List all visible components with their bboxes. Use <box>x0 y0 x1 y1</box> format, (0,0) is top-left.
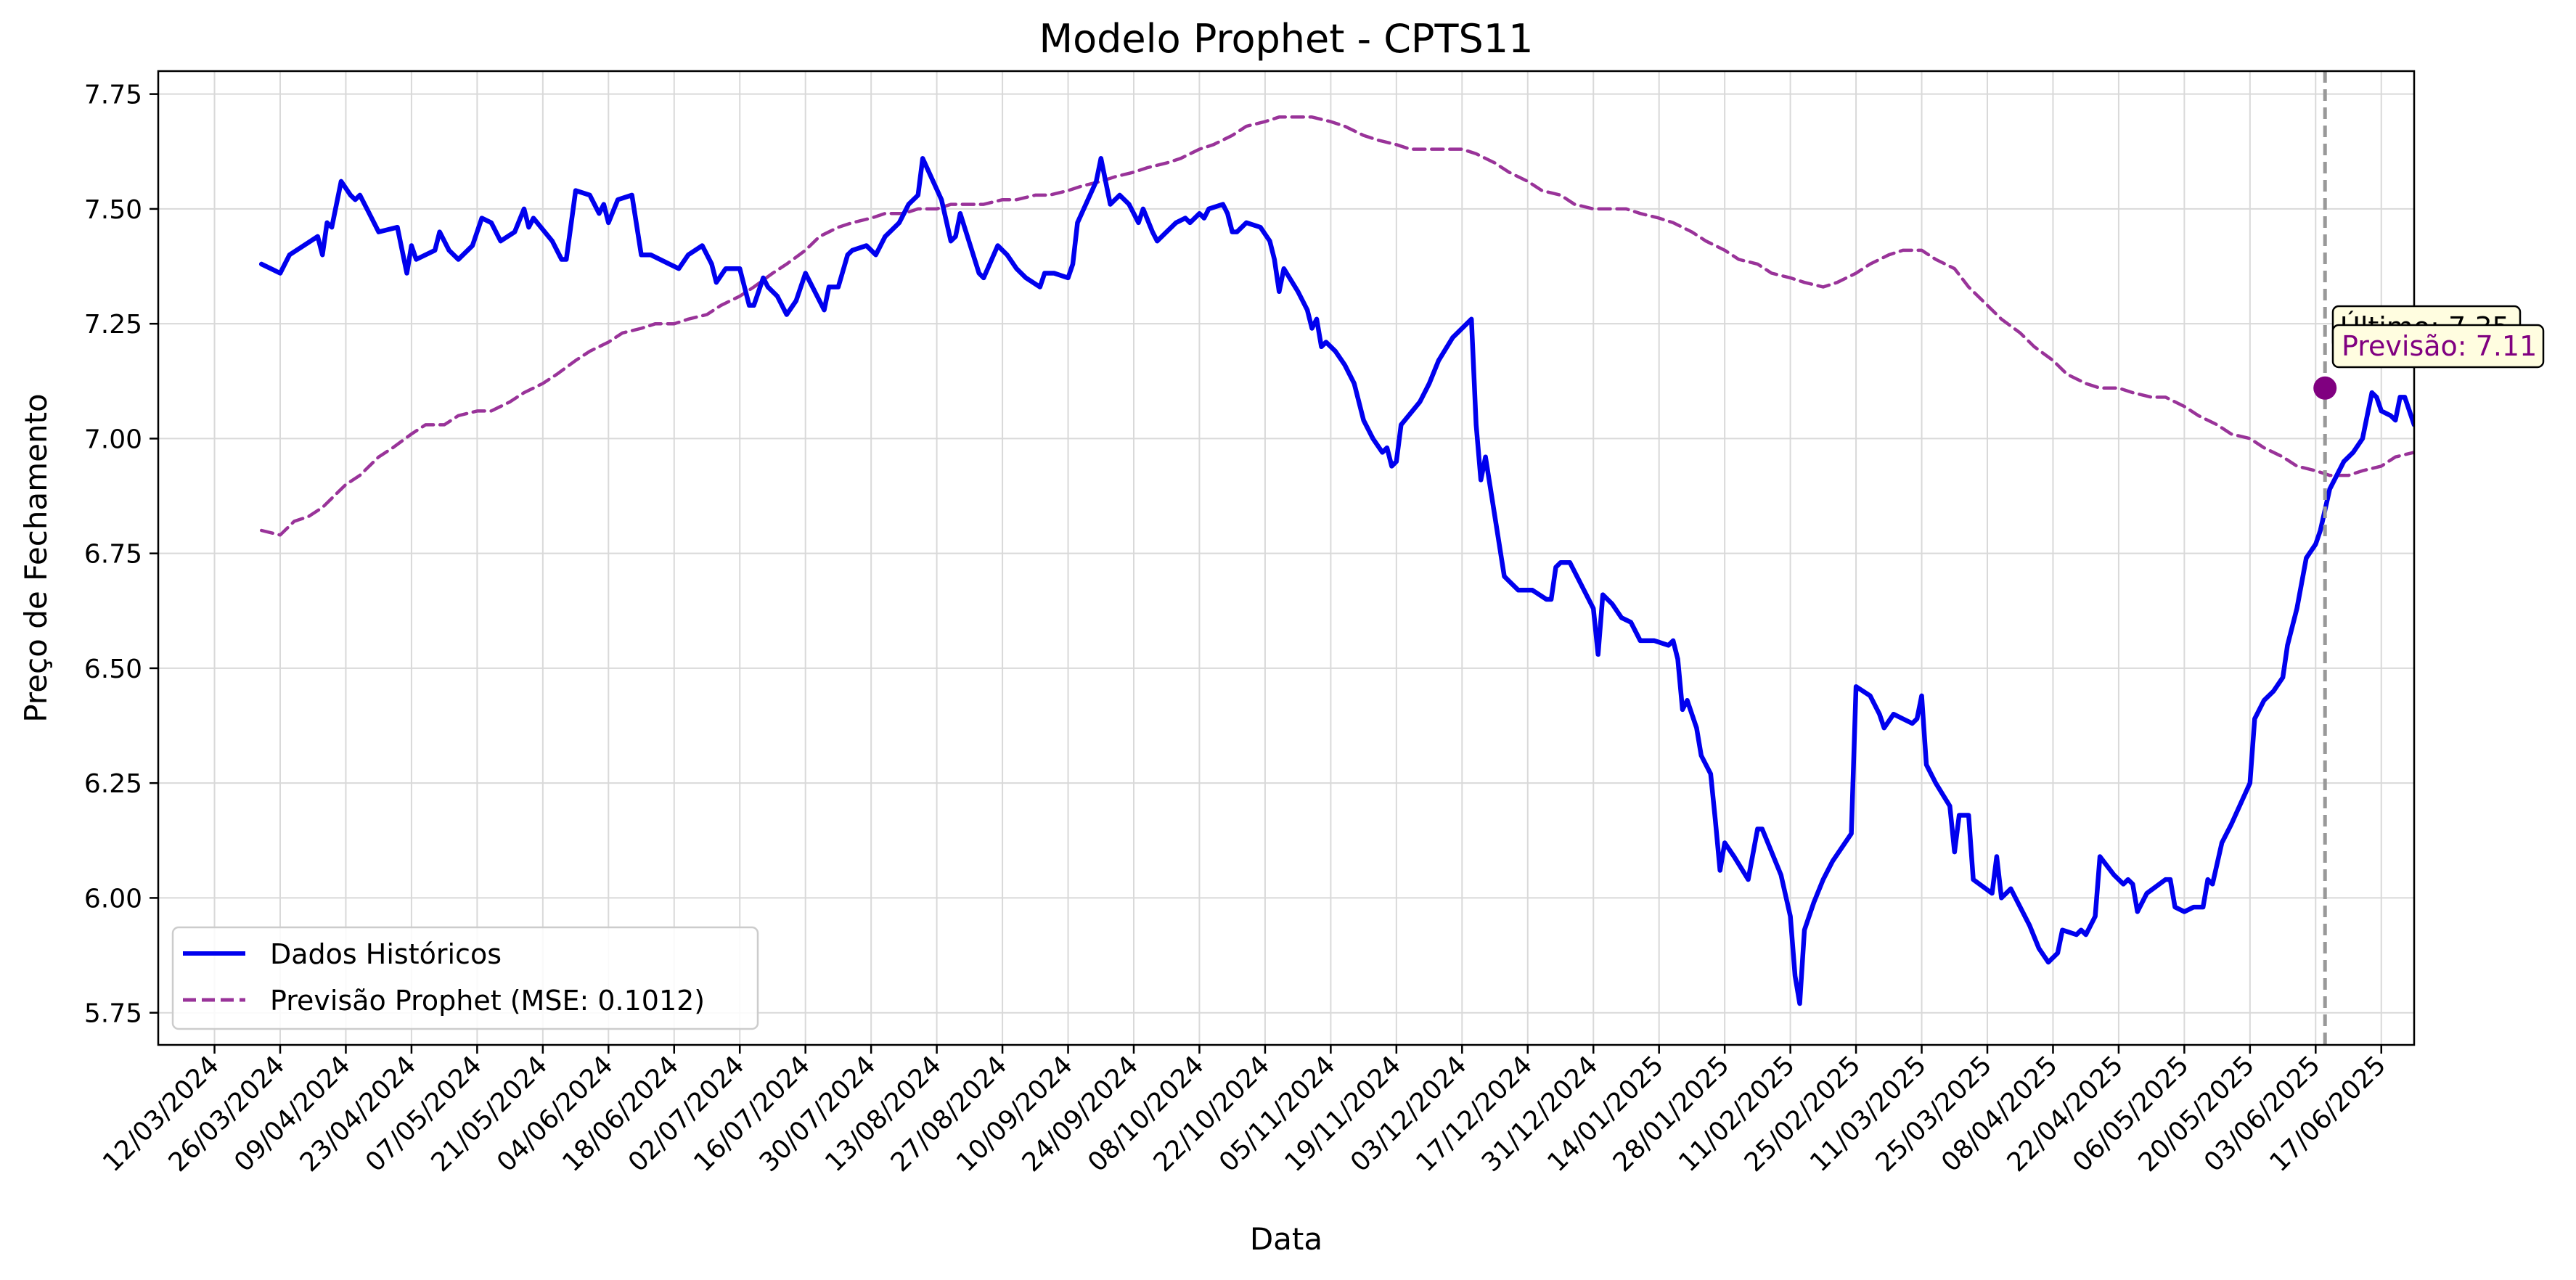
y-tick-label: 7.25 <box>84 310 142 340</box>
y-tick-label: 7.50 <box>84 195 142 225</box>
legend-label-forecast: Previsão Prophet (MSE: 0.1012) <box>270 985 705 1017</box>
y-tick-label: 7.75 <box>84 81 142 110</box>
legend: Dados Históricos Previsão Prophet (MSE: … <box>171 926 759 1030</box>
y-tick-label: 6.75 <box>84 540 142 570</box>
y-tick-label: 5.75 <box>84 999 142 1029</box>
y-tick-label: 7.00 <box>84 424 142 454</box>
y-tick-label: 6.00 <box>84 884 142 914</box>
legend-label-historical: Dados Históricos <box>270 938 502 970</box>
y-axis: 5.75 6.00 6.25 6.50 6.75 7.00 7.25 7.50 7.75 <box>84 81 158 1029</box>
y-tick-label: 6.25 <box>84 769 142 799</box>
annotations: Último: 7.35 Previsão: 7.11 <box>2331 305 2545 369</box>
legend-box <box>171 926 759 1030</box>
grid <box>158 71 2414 1045</box>
plot-frame <box>157 70 2416 1046</box>
x-axis-label: Data <box>1250 1221 1322 1257</box>
series-line-historical <box>258 156 2414 1006</box>
annotation-forecast-box <box>2331 324 2545 369</box>
y-tick-label: 6.50 <box>84 655 142 684</box>
annotation-forecast-text: Previsão: 7.11 <box>2342 330 2537 362</box>
chart-title: Modelo Prophet - CPTS11 <box>1039 16 1534 62</box>
plot-area <box>258 71 2414 1045</box>
y-axis-label: Preço de Fechamento <box>18 393 54 722</box>
forecast-point <box>2313 376 2337 400</box>
